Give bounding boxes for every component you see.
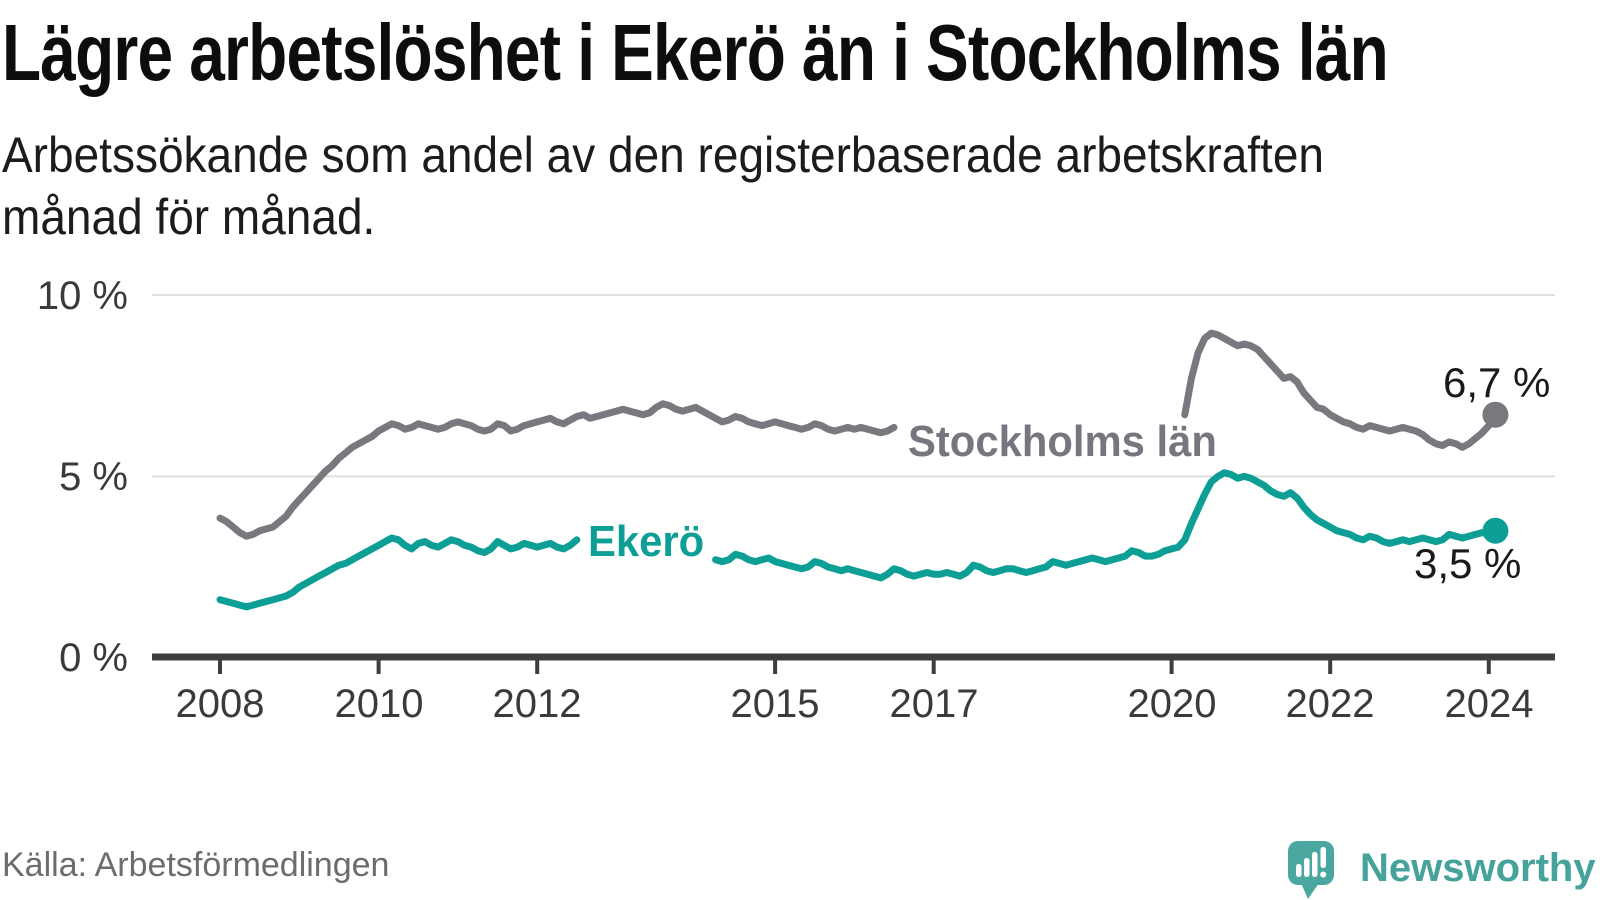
x-tick-label-2020: 2020 [1127,682,1217,726]
page-title: Lägre arbetslöshet i Ekerö än i Stockhol… [2,8,1389,97]
series-label-ekero: Ekerö [588,517,705,566]
series-line-1 [216,469,1499,611]
x-tick-label-2024: 2024 [1444,682,1534,726]
x-tick-label-2022: 2022 [1285,682,1375,726]
chart-subtitle: Arbetssökande som andel av den registerb… [2,127,1325,245]
x-tick-label-2012: 2012 [492,682,582,726]
y-tick-label-5: 5 % [59,455,128,499]
series-label-stockholms-lan: Stockholms län [908,417,1217,466]
x-tick-label-2008: 2008 [175,682,265,726]
newsworthy-logo-icon [1288,841,1334,899]
x-tick-label-2010: 2010 [334,682,424,726]
newsworthy-brand-link[interactable]: Newsworthy [1286,838,1600,900]
series-end-dot-0 [1482,401,1509,428]
end-value-label-ekero: 3,5 % [1414,540,1522,587]
y-tick-label-0: 0 % [59,636,128,680]
newsworthy-wordmark: Newsworthy [1360,846,1596,890]
x-tick-label-2015: 2015 [730,682,820,726]
y-tick-label-10: 10 % [36,274,128,318]
end-value-label-stockholms-lan: 6,7 % [1443,359,1551,406]
x-tick-label-2017: 2017 [889,682,979,726]
series-end-dot-1 [1482,517,1509,544]
series-line-0 [216,329,1499,540]
source-note: Källa: Arbetsförmedlingen [2,846,390,884]
